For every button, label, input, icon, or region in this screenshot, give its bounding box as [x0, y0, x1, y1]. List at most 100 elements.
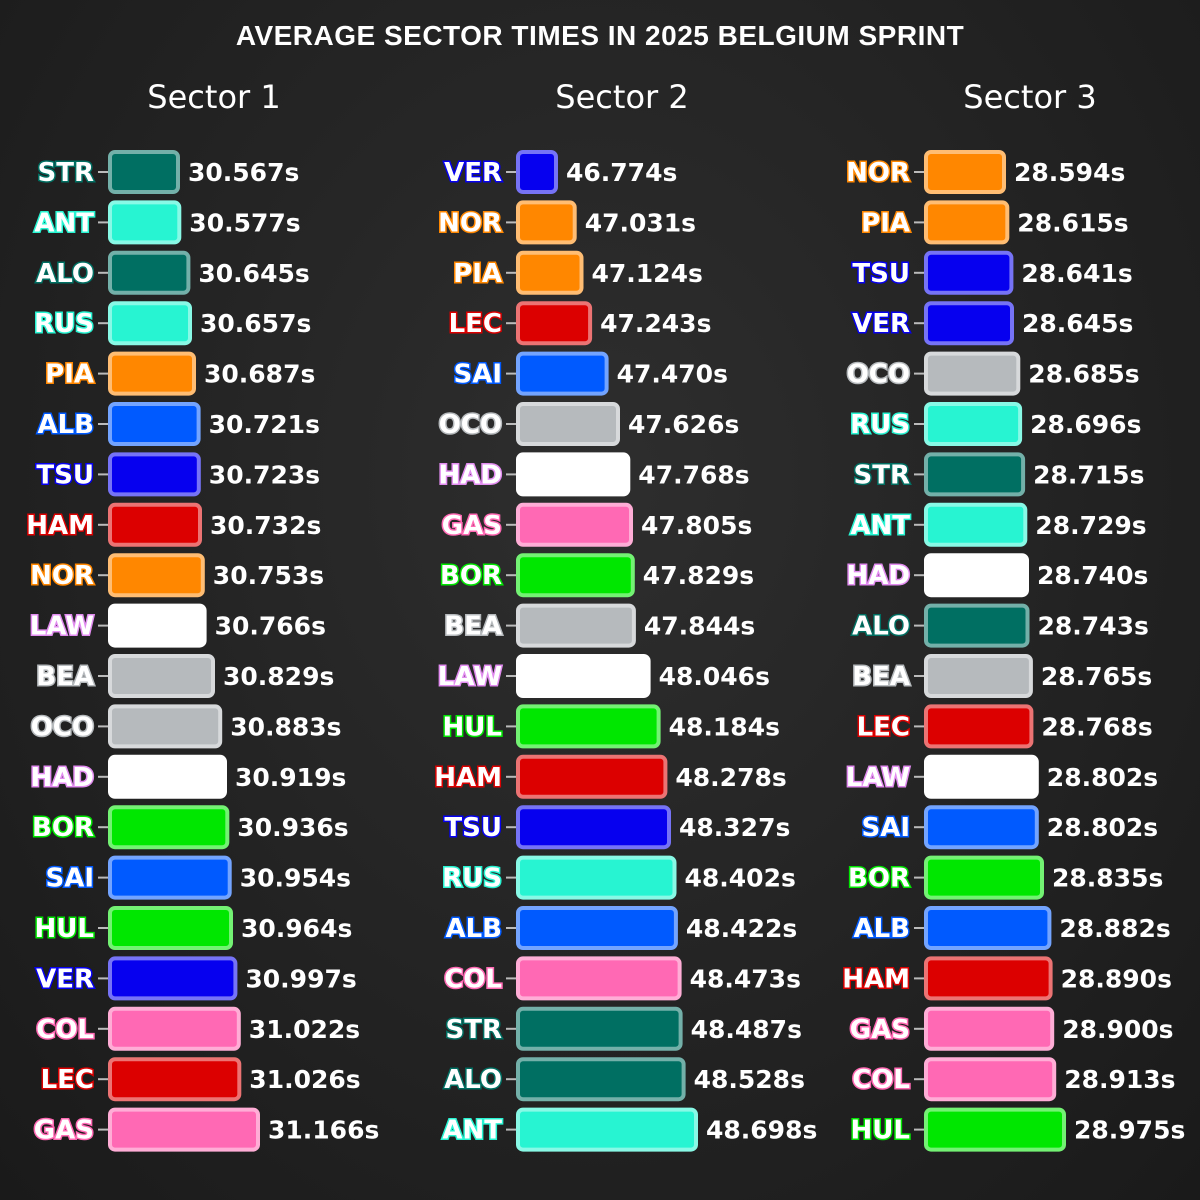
value-label: 30.657s	[200, 309, 311, 338]
bar	[108, 1107, 260, 1152]
value-label: 28.715s	[1033, 460, 1144, 489]
driver-label: TSU	[444, 813, 502, 843]
driver-label: SAI	[861, 813, 910, 843]
value-label: 28.802s	[1047, 763, 1158, 792]
value-label: 48.327s	[679, 813, 790, 842]
driver-label: COL	[444, 964, 502, 994]
value-label: 30.577s	[189, 208, 300, 237]
bar	[108, 704, 223, 749]
bar	[516, 906, 678, 950]
driver-label: VER	[852, 309, 910, 339]
value-label: 28.641s	[1021, 259, 1132, 288]
bar	[516, 402, 620, 446]
driver-label: COL	[36, 1015, 94, 1045]
value-label: 48.528s	[694, 1065, 805, 1094]
bar	[924, 603, 1030, 648]
driver-label: NOR	[438, 208, 502, 238]
sector-2-panel: Sector 2 VER 46.774s NOR 47.031s PIA 47.124s LE…	[433, 78, 817, 1152]
driver-label: BEA	[852, 662, 910, 692]
driver-label: SAI	[45, 864, 94, 894]
bar	[924, 452, 1026, 497]
bar	[924, 805, 1039, 850]
sector-3-panel: Sector 3 NOR 28.594s PIA 28.615s TSU 28.641s VE…	[841, 78, 1185, 1152]
value-label: 30.997s	[245, 964, 356, 993]
bar	[924, 1006, 1055, 1051]
value-label: 28.835s	[1052, 864, 1163, 893]
driver-label: VER	[444, 158, 502, 188]
driver-label: LEC	[449, 309, 502, 339]
driver-label: LEC	[857, 712, 910, 742]
value-label: 47.805s	[641, 511, 752, 540]
driver-label: OCO	[439, 410, 502, 440]
bar	[516, 502, 633, 547]
driver-label: HAM	[842, 964, 910, 994]
value-label: 48.402s	[685, 864, 796, 893]
value-label: 28.645s	[1022, 309, 1133, 338]
bar	[516, 754, 668, 799]
bar	[108, 502, 202, 547]
value-label: 28.913s	[1064, 1065, 1175, 1094]
bar	[924, 1057, 1057, 1102]
bar	[924, 1107, 1066, 1152]
value-label: 30.883s	[230, 712, 341, 741]
bar	[108, 200, 182, 245]
driver-label: ALO	[852, 612, 910, 642]
bar	[108, 150, 180, 194]
value-label: 28.765s	[1041, 662, 1152, 691]
value-label: 47.626s	[628, 410, 739, 439]
value-label: 28.768s	[1041, 712, 1152, 741]
driver-label: STR	[38, 158, 94, 188]
value-label: 30.829s	[223, 662, 334, 691]
bar	[924, 301, 1014, 346]
driver-label: BEA	[36, 662, 94, 692]
value-label: 31.166s	[268, 1116, 379, 1145]
value-label: 31.026s	[249, 1065, 360, 1094]
value-label: 28.594s	[1014, 158, 1125, 187]
sector-2-title: Sector 2	[555, 78, 688, 116]
value-label: 47.243s	[600, 309, 711, 338]
driver-label: RUS	[442, 864, 502, 894]
bar	[108, 402, 201, 446]
value-label: 30.766s	[215, 612, 326, 641]
value-label: 30.723s	[209, 460, 320, 489]
driver-label: TSU	[36, 460, 94, 490]
value-label: 47.470s	[617, 360, 728, 389]
value-label: 28.890s	[1061, 964, 1172, 993]
driver-label: HAD	[31, 763, 94, 793]
bar	[108, 603, 207, 648]
driver-label: TSU	[852, 259, 910, 289]
driver-label: BEA	[444, 612, 502, 642]
driver-label: ALB	[445, 914, 502, 944]
bar	[924, 906, 1052, 950]
bar	[108, 855, 232, 900]
driver-label: PIA	[861, 208, 910, 238]
driver-label: GAS	[850, 1015, 910, 1045]
driver-label: HAD	[847, 561, 910, 591]
value-label: 48.278s	[675, 763, 786, 792]
value-label: 48.698s	[706, 1116, 817, 1145]
driver-label: GAS	[442, 511, 502, 541]
bar	[924, 402, 1023, 446]
bar	[516, 200, 577, 245]
driver-label: HUL	[851, 1116, 910, 1146]
driver-label: NOR	[846, 158, 910, 188]
value-label: 28.696s	[1030, 410, 1141, 439]
value-label: 48.184s	[669, 712, 780, 741]
bar	[516, 855, 677, 900]
bar	[924, 502, 1028, 547]
driver-label: RUS	[850, 410, 910, 440]
driver-label: OCO	[31, 712, 94, 742]
bar	[924, 150, 1006, 194]
value-label: 46.774s	[566, 158, 677, 187]
bar	[108, 1006, 241, 1051]
driver-label: HUL	[35, 914, 94, 944]
value-label: 30.721s	[209, 410, 320, 439]
driver-label: NOR	[30, 561, 94, 591]
bar	[516, 250, 584, 295]
bar	[924, 654, 1033, 698]
driver-label: STR	[446, 1015, 502, 1045]
driver-label: HUL	[443, 712, 502, 742]
driver-label: STR	[854, 460, 910, 490]
bar	[108, 553, 205, 598]
bar	[516, 654, 651, 698]
